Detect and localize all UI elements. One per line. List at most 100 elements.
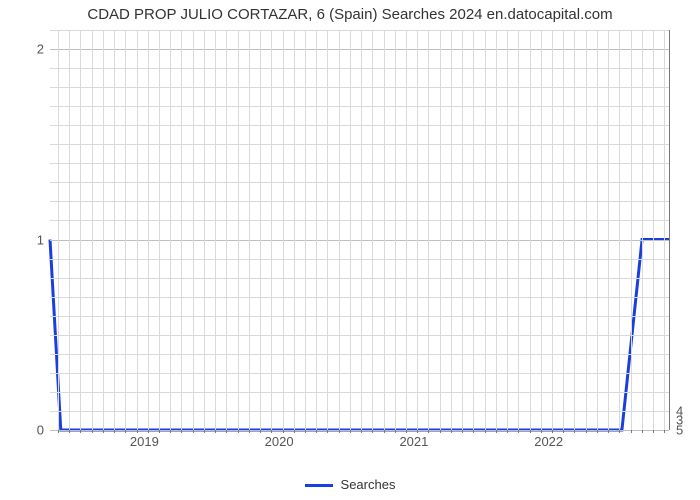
x-tick-mark xyxy=(215,430,216,433)
vgrid xyxy=(148,30,149,430)
legend: Searches xyxy=(0,477,700,492)
vgrid xyxy=(417,30,418,430)
vgrid xyxy=(574,30,575,430)
vgrid xyxy=(608,30,609,430)
vgrid xyxy=(181,30,182,430)
vgrid xyxy=(226,30,227,430)
x-tick-mark xyxy=(148,430,149,433)
vgrid xyxy=(215,30,216,430)
x-tick-mark xyxy=(339,430,340,433)
vgrid xyxy=(473,30,474,430)
vgrid xyxy=(541,30,542,430)
vgrid xyxy=(530,30,531,430)
vgrid xyxy=(125,30,126,430)
x-tick-mark xyxy=(608,430,609,433)
vgrid xyxy=(327,30,328,430)
x-tick-mark xyxy=(238,430,239,433)
vgrid xyxy=(518,30,519,430)
series-line xyxy=(50,30,669,430)
x-tick-mark xyxy=(159,430,160,433)
vgrid xyxy=(496,30,497,430)
vgrid xyxy=(664,30,665,430)
vgrid xyxy=(642,30,643,430)
x-tick-mark xyxy=(80,430,81,433)
hgrid xyxy=(50,430,669,431)
y-tick-label: 1 xyxy=(4,232,44,247)
vgrid xyxy=(170,30,171,430)
x-tick-mark xyxy=(462,430,463,433)
x-tick-mark xyxy=(530,430,531,433)
hgrid xyxy=(50,373,669,374)
x-tick-mark xyxy=(271,430,272,433)
y-tick-label: 2 xyxy=(4,42,44,57)
x-tick-mark xyxy=(642,430,643,433)
hgrid xyxy=(50,144,669,145)
x-tick-mark xyxy=(597,430,598,433)
x-tick-mark xyxy=(552,430,553,433)
vgrid xyxy=(384,30,385,430)
hgrid xyxy=(50,297,669,298)
vgrid xyxy=(350,30,351,430)
vgrid xyxy=(372,30,373,430)
hgrid xyxy=(50,182,669,183)
x-tick-mark xyxy=(664,430,665,433)
x-tick-label: 2021 xyxy=(399,434,428,449)
x-tick-mark xyxy=(294,430,295,433)
hgrid xyxy=(50,30,669,31)
x-tick-mark xyxy=(586,430,587,433)
hgrid xyxy=(50,392,669,393)
vgrid xyxy=(406,30,407,430)
hgrid xyxy=(50,316,669,317)
chart-container: CDAD PROP JULIO CORTAZAR, 6 (Spain) Sear… xyxy=(0,0,700,500)
vgrid xyxy=(653,30,654,430)
hgrid xyxy=(50,87,669,88)
vgrid xyxy=(92,30,93,430)
x-tick-mark xyxy=(181,430,182,433)
x-tick-mark xyxy=(350,430,351,433)
vgrid xyxy=(305,30,306,430)
x-tick-mark xyxy=(372,430,373,433)
hgrid xyxy=(50,354,669,355)
x-tick-mark xyxy=(170,430,171,433)
x-tick-mark xyxy=(406,430,407,433)
x-tick-mark xyxy=(496,430,497,433)
vgrid xyxy=(462,30,463,430)
x-tick-mark xyxy=(260,430,261,433)
legend-swatch xyxy=(305,484,333,487)
vgrid xyxy=(103,30,104,430)
x-tick-mark xyxy=(114,430,115,433)
x-tick-mark xyxy=(428,430,429,433)
vgrid xyxy=(249,30,250,430)
vgrid xyxy=(58,30,59,430)
vgrid xyxy=(451,30,452,430)
plot-area xyxy=(50,30,670,430)
x-tick-mark xyxy=(103,430,104,433)
vgrid xyxy=(114,30,115,430)
vgrid xyxy=(316,30,317,430)
hgrid xyxy=(50,411,669,412)
vgrid xyxy=(294,30,295,430)
x-tick-mark xyxy=(58,430,59,433)
vgrid xyxy=(507,30,508,430)
x-tick-mark xyxy=(249,430,250,433)
x-tick-label: 2020 xyxy=(265,434,294,449)
x-tick-mark xyxy=(485,430,486,433)
hgrid xyxy=(50,278,669,279)
x-tick-mark xyxy=(451,430,452,433)
vgrid xyxy=(80,30,81,430)
hgrid xyxy=(50,49,669,50)
vgrid xyxy=(260,30,261,430)
y2-tick-label: 4 xyxy=(676,403,700,418)
vgrid xyxy=(440,30,441,430)
vgrid xyxy=(204,30,205,430)
x-tick-mark xyxy=(283,430,284,433)
x-tick-mark xyxy=(574,430,575,433)
x-tick-mark xyxy=(69,430,70,433)
vgrid xyxy=(361,30,362,430)
hgrid xyxy=(50,106,669,107)
x-tick-mark xyxy=(125,430,126,433)
vgrid xyxy=(428,30,429,430)
x-tick-mark xyxy=(473,430,474,433)
x-tick-mark xyxy=(361,430,362,433)
vgrid xyxy=(137,30,138,430)
